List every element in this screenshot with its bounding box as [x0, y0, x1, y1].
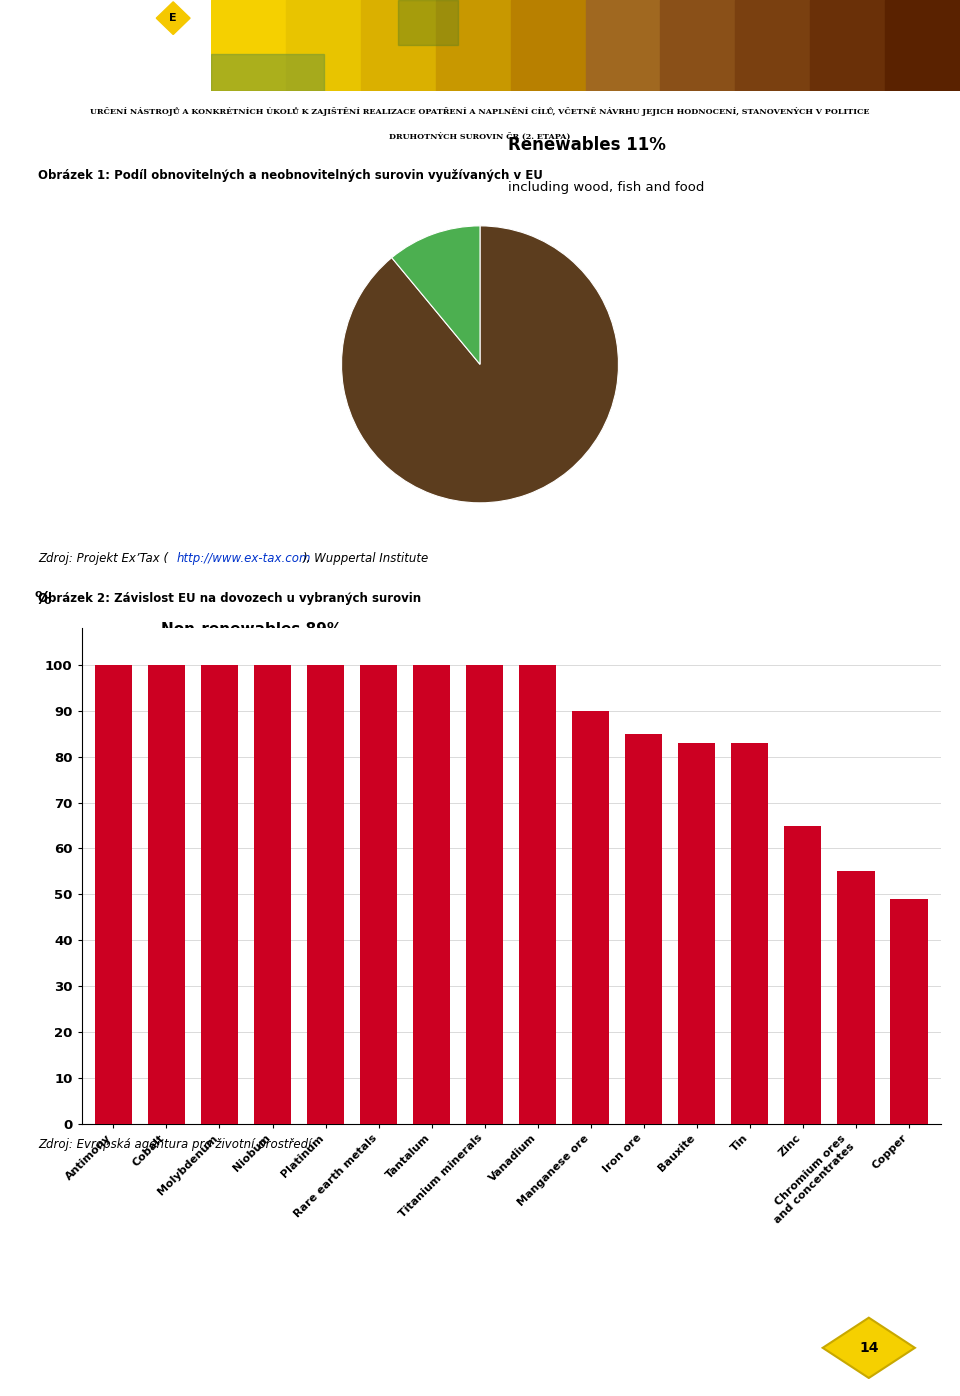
Bar	[679, 743, 715, 1124]
Text: and minerals: and minerals	[161, 708, 249, 720]
Polygon shape	[156, 1, 190, 35]
Bar	[201, 664, 238, 1124]
Bar	[467, 664, 503, 1124]
Bar	[784, 825, 822, 1124]
Bar	[398, 0, 458, 45]
Text: URČENÍ NÁSTROJŮ A KONKRÉTNÍCH ÚKOLŮ K ZAJIŠTĚNÍ REALIZACE OPATŘENÍ A NAPLNĚNÍ CÍ: URČENÍ NÁSTROJŮ A KONKRÉTNÍCH ÚKOLŮ K ZA…	[90, 106, 870, 116]
Bar	[625, 734, 662, 1124]
Bar	[148, 664, 185, 1124]
Bar	[211, 0, 286, 91]
Bar	[572, 711, 610, 1124]
Bar	[307, 664, 344, 1124]
Bar	[660, 0, 735, 91]
Text: including fuels, metals: including fuels, metals	[161, 666, 313, 678]
Text: Obrázek 2: Závislost EU na dovozech u vybraných surovin: Obrázek 2: Závislost EU na dovozech u vy…	[38, 592, 421, 606]
Text: including wood, fish and food: including wood, fish and food	[508, 181, 704, 194]
Text: E: E	[169, 13, 177, 24]
Text: Zdroj: Evropská agentura pro životní prostředí: Zdroj: Evropská agentura pro životní pro…	[38, 1138, 312, 1152]
Bar	[810, 0, 885, 91]
Bar	[586, 0, 660, 91]
Bar	[885, 0, 960, 91]
Bar	[891, 899, 927, 1124]
Wedge shape	[392, 226, 480, 364]
Bar	[413, 664, 450, 1124]
Bar	[211, 54, 324, 91]
Text: http://www.ex-tax.com: http://www.ex-tax.com	[177, 551, 311, 565]
Text: Non-renewables 89%: Non-renewables 89%	[161, 623, 343, 638]
Text: ENVIROS: ENVIROS	[17, 31, 169, 60]
Bar	[732, 743, 768, 1124]
Text: Zdroj: Projekt Ex’Tax (: Zdroj: Projekt Ex’Tax (	[38, 551, 169, 565]
Wedge shape	[342, 226, 618, 503]
Text: DRUHOTNÝCH SUROVIN ČR (2. ETAPA): DRUHOTNÝCH SUROVIN ČR (2. ETAPA)	[390, 133, 570, 141]
Bar	[837, 871, 875, 1124]
Bar	[735, 0, 810, 91]
Bar	[360, 664, 397, 1124]
Bar	[511, 0, 586, 91]
Polygon shape	[823, 1318, 915, 1378]
Bar	[95, 664, 132, 1124]
Bar	[254, 664, 291, 1124]
Text: %: %	[35, 591, 51, 609]
Bar	[436, 0, 511, 91]
Bar	[286, 0, 361, 91]
Text: 14: 14	[859, 1340, 878, 1356]
Text: Obrázek 1: Podíl obnovitelných a neobnovitelných surovin využívaných v EU: Obrázek 1: Podíl obnovitelných a neobnov…	[38, 169, 543, 181]
Text: Renewables 11%: Renewables 11%	[508, 135, 665, 154]
Text: ), Wuppertal Institute: ), Wuppertal Institute	[302, 551, 429, 565]
Bar	[519, 664, 556, 1124]
Bar	[361, 0, 436, 91]
